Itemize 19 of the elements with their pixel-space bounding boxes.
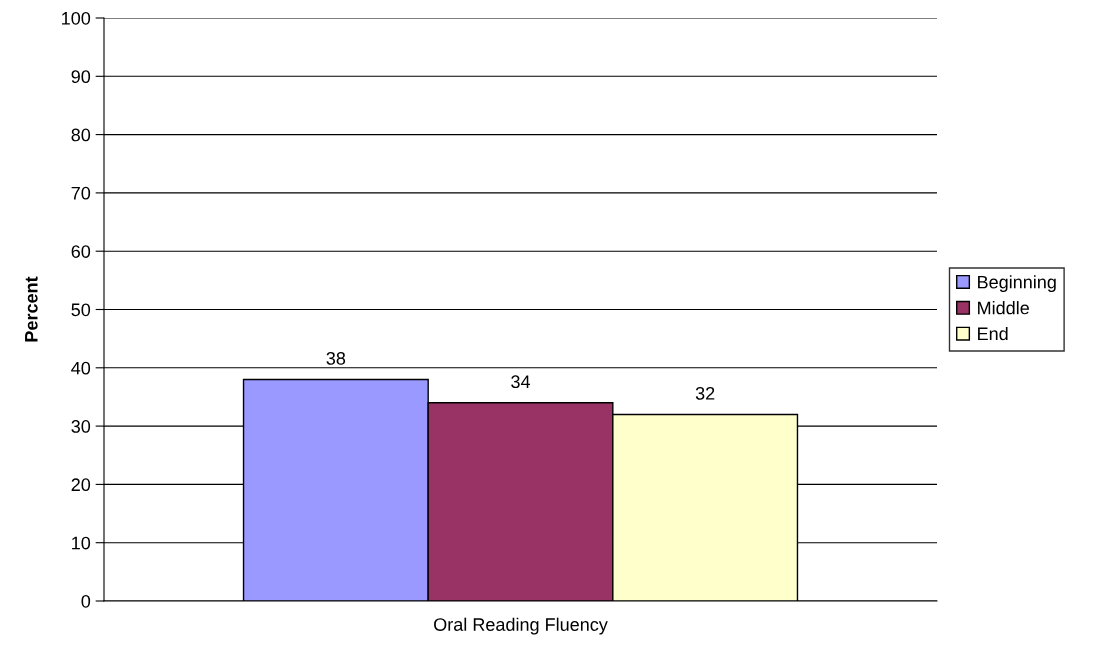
legend-label: Beginning: [978, 275, 1056, 293]
y-tick-label: 90: [71, 70, 91, 84]
y-tick-label: 70: [71, 186, 91, 200]
legend-label: End: [978, 326, 1008, 341]
y-tick-label: 0: [81, 594, 91, 608]
y-tick-label: 30: [71, 420, 91, 433]
y-axis-title: Percent: [25, 276, 38, 342]
y-tick-label: 40: [71, 361, 91, 375]
data-label: 32: [695, 386, 715, 400]
y-tick-label: 60: [71, 245, 91, 258]
y-tick-label: 10: [72, 536, 91, 550]
x-tick-label: Oral Reading Fluency: [434, 617, 608, 635]
y-tick-label: 20: [71, 478, 91, 492]
y-tick-label: 100: [62, 11, 91, 25]
y-tick-label: 80: [71, 128, 91, 142]
y-tick-label: 50: [71, 303, 91, 317]
data-label: 38: [326, 351, 346, 365]
data-label: 34: [511, 375, 531, 389]
legend-label: Middle: [978, 301, 1029, 315]
